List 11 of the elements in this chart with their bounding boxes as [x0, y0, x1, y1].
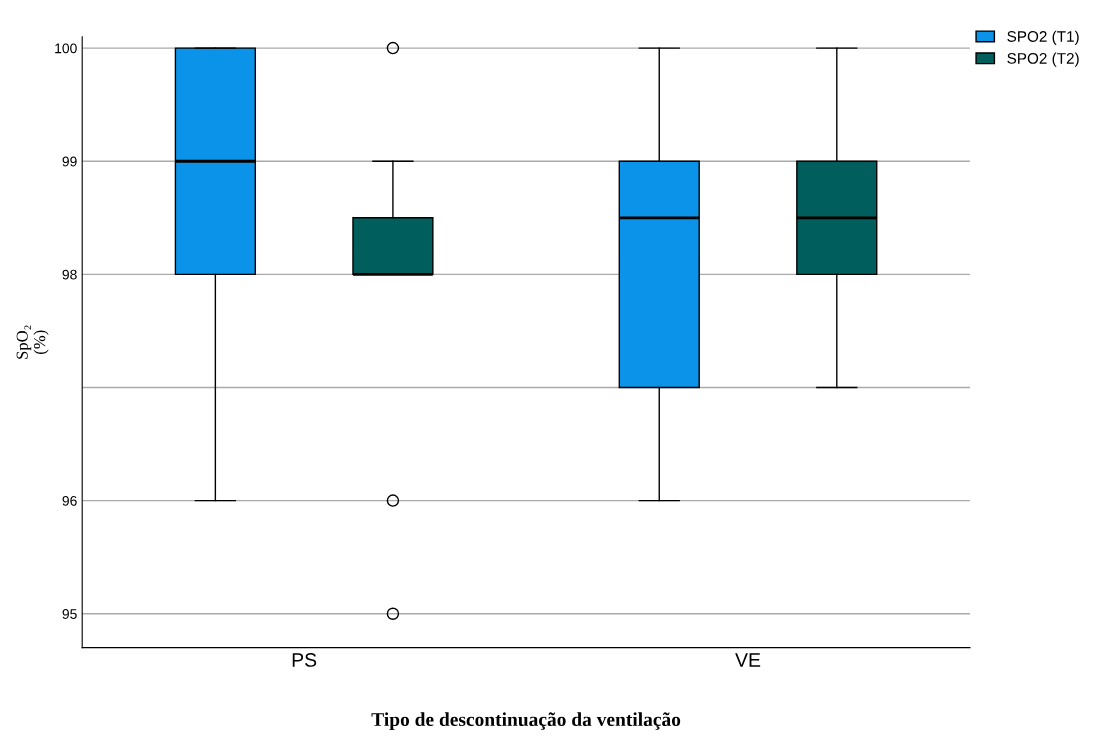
x-axis-title: Tipo de descontinuação da ventilação [371, 712, 681, 730]
y-tick-label: 99 [62, 156, 77, 167]
y-tick-label: 95 [62, 609, 77, 619]
legend-label: SPO2 (T2) [1007, 52, 1079, 67]
x-tick-label: PS [292, 653, 317, 667]
y-axis-title: SpO₂ (%) [16, 325, 49, 359]
legend-label: SPO2 (T1) [1007, 30, 1079, 45]
x-tick-label: VE [735, 653, 761, 667]
y-tick-label: 98 [62, 269, 77, 280]
y-tick-label: 96 [62, 495, 77, 506]
y-tick-label: 100 [55, 43, 77, 54]
